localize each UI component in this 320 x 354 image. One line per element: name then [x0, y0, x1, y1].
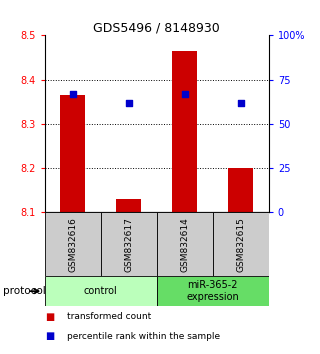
- Text: GSM832615: GSM832615: [236, 217, 245, 272]
- Text: miR-365-2
expression: miR-365-2 expression: [187, 280, 239, 302]
- Bar: [213, 212, 269, 276]
- Text: ■: ■: [45, 312, 54, 322]
- Text: ■: ■: [45, 331, 54, 341]
- Bar: [45, 276, 157, 306]
- Point: [70, 91, 76, 97]
- Bar: [101, 212, 157, 276]
- Bar: [157, 212, 213, 276]
- Point: [182, 91, 188, 97]
- Bar: [157, 276, 269, 306]
- Text: transformed count: transformed count: [67, 312, 151, 321]
- Text: GSM832617: GSM832617: [124, 217, 133, 272]
- Bar: [60, 95, 85, 212]
- Bar: [45, 212, 101, 276]
- Text: GSM832616: GSM832616: [68, 217, 77, 272]
- Point: [238, 100, 244, 105]
- Title: GDS5496 / 8148930: GDS5496 / 8148930: [93, 21, 220, 34]
- Bar: [116, 199, 141, 212]
- Bar: [228, 168, 253, 212]
- Text: protocol: protocol: [3, 286, 46, 296]
- Bar: [172, 51, 197, 212]
- Text: percentile rank within the sample: percentile rank within the sample: [67, 332, 220, 341]
- Point: [126, 100, 132, 105]
- Text: control: control: [84, 286, 118, 296]
- Text: GSM832614: GSM832614: [180, 217, 189, 272]
